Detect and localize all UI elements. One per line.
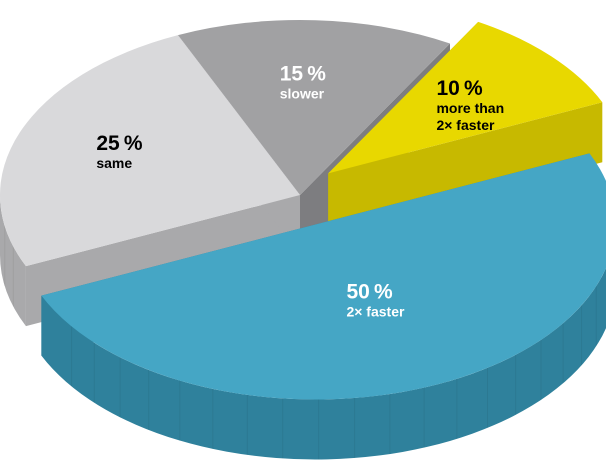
slice-percent: 50 % [346, 280, 393, 303]
slice-percent: 25 % [96, 132, 143, 155]
slice-wall-1-2 [328, 102, 603, 234]
slice-label-3: 25 %same [96, 132, 143, 171]
slice-label-4: 15 %slower [280, 63, 327, 102]
slice-description: same [96, 155, 132, 171]
slice-top-1 [328, 21, 603, 174]
slice-description: 2× faster [346, 303, 405, 319]
pie-slice-1 [328, 21, 603, 234]
slice-top-3 [0, 35, 300, 267]
slice-percent: 10 % [436, 77, 483, 100]
slice-description: more than [436, 100, 504, 116]
slice-top-2 [41, 153, 606, 400]
slice-side-3 [0, 195, 26, 327]
slice-description: 2× faster [436, 117, 495, 133]
slice-top-4 [177, 19, 450, 195]
pie-slice-2 [41, 153, 606, 460]
slice-percent: 15 % [280, 63, 327, 86]
slice-description: slower [280, 86, 325, 102]
slice-side-2 [41, 267, 606, 460]
slice-label-2: 50 %2× faster [346, 280, 405, 319]
